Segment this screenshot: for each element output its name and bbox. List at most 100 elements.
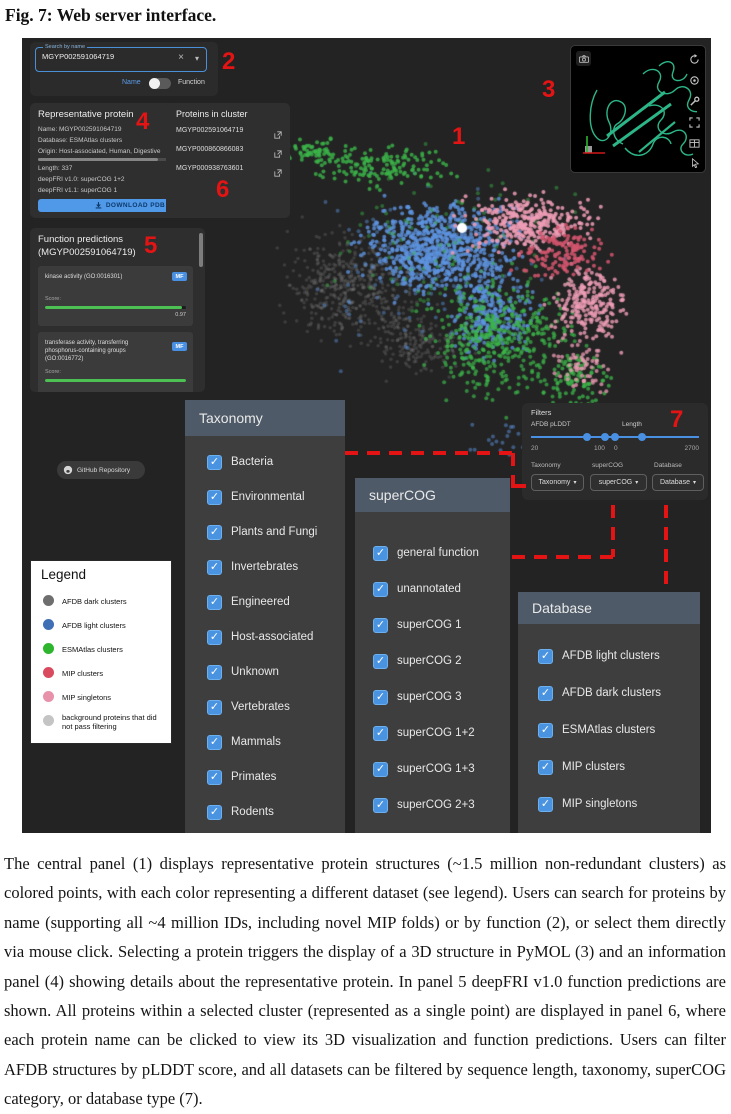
- database-dropdown[interactable]: Database ▾: [652, 474, 704, 491]
- checkbox-mammals[interactable]: ✓: [207, 735, 222, 750]
- database-panel-title: Database: [532, 600, 592, 616]
- checkbox-environmental[interactable]: ✓: [207, 490, 222, 505]
- connector-line: [345, 451, 515, 455]
- checkbox-label: superCOG 1: [397, 619, 462, 631]
- checkbox-label: Unknown: [231, 666, 279, 678]
- database-dropdown-value: Database: [660, 479, 690, 486]
- checkbox-supercog-1-2[interactable]: ✓: [373, 726, 388, 741]
- taxonomy-dropdown[interactable]: Taxonomy ▾: [531, 474, 584, 491]
- supercog-dropdown[interactable]: superCOG ▾: [590, 474, 647, 491]
- cursor-icon[interactable]: [687, 155, 702, 170]
- plddt-slider-handle-min[interactable]: [583, 433, 591, 441]
- length-min-tick: 0: [614, 445, 618, 452]
- function-predictions-title: Function predictions: [38, 234, 124, 245]
- github-repository-button[interactable]: GitHub Repository: [57, 461, 145, 479]
- checkbox-supercog-1-3[interactable]: ✓: [373, 762, 388, 777]
- search-caret-icon[interactable]: ▾: [194, 54, 199, 63]
- settings-icon[interactable]: [687, 73, 702, 88]
- camera-icon[interactable]: [576, 51, 591, 66]
- checkbox-label: superCOG 2+3: [397, 799, 475, 811]
- legend-dot-afdb-dark: [43, 595, 54, 606]
- length-slider-handle-max[interactable]: [638, 433, 646, 441]
- toggle-label-name: Name: [122, 79, 141, 86]
- checkbox-rodents[interactable]: ✓: [207, 805, 222, 820]
- checkbox-label: MIP clusters: [562, 761, 626, 773]
- checkbox-host-associated[interactable]: ✓: [207, 630, 222, 645]
- checkbox-unannotated[interactable]: ✓: [373, 582, 388, 597]
- taxonomy-panel-title: Taxonomy: [199, 410, 263, 426]
- panel-number-7: 7: [670, 406, 684, 433]
- checkbox-plants-and-fungi[interactable]: ✓: [207, 525, 222, 540]
- deepfri-v11-field: deepFRI v1.1: superCOG 1: [38, 187, 118, 194]
- search-input[interactable]: [40, 51, 164, 62]
- panel-number-4: 4: [136, 108, 150, 135]
- legend-panel: Legend AFDB dark clusters AFDB light clu…: [30, 560, 172, 744]
- checkbox-afdb-dark-clusters[interactable]: ✓: [538, 686, 553, 701]
- panel-number-6: 6: [216, 176, 230, 203]
- legend-title: Legend: [41, 567, 87, 582]
- mf-badge: MF: [172, 272, 187, 281]
- tools-icon[interactable]: [687, 94, 702, 109]
- prediction-card: kinase activity (GO:0016301) MF Score: 0…: [38, 266, 193, 326]
- plddt-slider-handle-max[interactable]: [601, 433, 609, 441]
- checkbox-supercog-3[interactable]: ✓: [373, 690, 388, 705]
- representative-protein-title: Representative protein: [38, 109, 134, 120]
- toggle-knob: [149, 78, 160, 89]
- panel-number-2: 2: [222, 48, 236, 75]
- checkbox-label: superCOG 1+3: [397, 763, 475, 775]
- checkbox-bacteria[interactable]: ✓: [207, 455, 222, 470]
- grid-view-icon[interactable]: [687, 136, 702, 151]
- checkbox-engineered[interactable]: ✓: [207, 595, 222, 610]
- checkbox-label: Vertebrates: [231, 701, 290, 713]
- connector-line: [511, 453, 515, 490]
- checkbox-afdb-light-clusters[interactable]: ✓: [538, 649, 553, 664]
- name-function-toggle[interactable]: [149, 78, 171, 89]
- reset-view-icon[interactable]: [687, 52, 702, 67]
- prediction-card: transferase activity, transferring phosp…: [38, 332, 193, 392]
- legend-label: AFDB dark clusters: [62, 597, 127, 606]
- external-link-icon[interactable]: [274, 164, 282, 182]
- checkbox-label: ESMAtlas clusters: [562, 724, 656, 736]
- origin-scrollbar-thumb[interactable]: [38, 158, 158, 161]
- protein-length-field: Length: 337: [38, 165, 73, 172]
- cluster-protein-link[interactable]: MGYP002591064719: [176, 127, 244, 134]
- function-panel-scrollbar[interactable]: [199, 233, 203, 267]
- supercog-dropdown-label: superCOG: [592, 462, 624, 469]
- checkbox-esmatlas-clusters[interactable]: ✓: [538, 723, 553, 738]
- protein-database-field: Database: ESMAtlas clusters: [38, 137, 123, 144]
- proteins-in-cluster-panel: Proteins in cluster MGYP002591064719 MGY…: [166, 103, 290, 218]
- checkbox-supercog-2-3[interactable]: ✓: [373, 798, 388, 813]
- checkbox-supercog-2[interactable]: ✓: [373, 654, 388, 669]
- checkbox-supercog-1[interactable]: ✓: [373, 618, 388, 633]
- length-slider-handle-min[interactable]: [611, 433, 619, 441]
- checkbox-general-function[interactable]: ✓: [373, 546, 388, 561]
- protein-3d-structure[interactable]: [579, 56, 697, 164]
- fullscreen-icon[interactable]: [687, 115, 702, 130]
- supercog-dropdown-value: superCOG: [598, 479, 633, 486]
- cluster-protein-link[interactable]: MGYP000860866083: [176, 146, 244, 153]
- download-icon: [95, 202, 102, 209]
- checkbox-invertebrates[interactable]: ✓: [207, 560, 222, 575]
- checkbox-primates[interactable]: ✓: [207, 770, 222, 785]
- external-link-icon[interactable]: [274, 126, 282, 144]
- legend-dot-background: [43, 715, 54, 726]
- search-clear-icon[interactable]: ×: [178, 52, 184, 63]
- external-link-icon[interactable]: [274, 145, 282, 163]
- score-label: Score:: [45, 369, 61, 375]
- search-card: Search by name × ▾ Name Function: [30, 42, 218, 96]
- checkbox-mip-clusters[interactable]: ✓: [538, 760, 553, 775]
- checkbox-label: Rodents: [231, 806, 274, 818]
- checkbox-vertebrates[interactable]: ✓: [207, 700, 222, 715]
- checkbox-unknown[interactable]: ✓: [207, 665, 222, 680]
- checkbox-mip-singletons[interactable]: ✓: [538, 797, 553, 812]
- mf-badge: MF: [172, 342, 187, 351]
- checkbox-label: Primates: [231, 771, 277, 783]
- checkbox-label: Bacteria: [231, 456, 274, 468]
- plddt-min-tick: 20: [531, 445, 539, 452]
- length-label: Length: [622, 421, 642, 428]
- cluster-protein-link[interactable]: MGYP000938763601: [176, 165, 244, 172]
- checkbox-label: Mammals: [231, 736, 281, 748]
- filters-title: Filters: [531, 408, 552, 417]
- chevron-down-icon: ▾: [635, 480, 639, 486]
